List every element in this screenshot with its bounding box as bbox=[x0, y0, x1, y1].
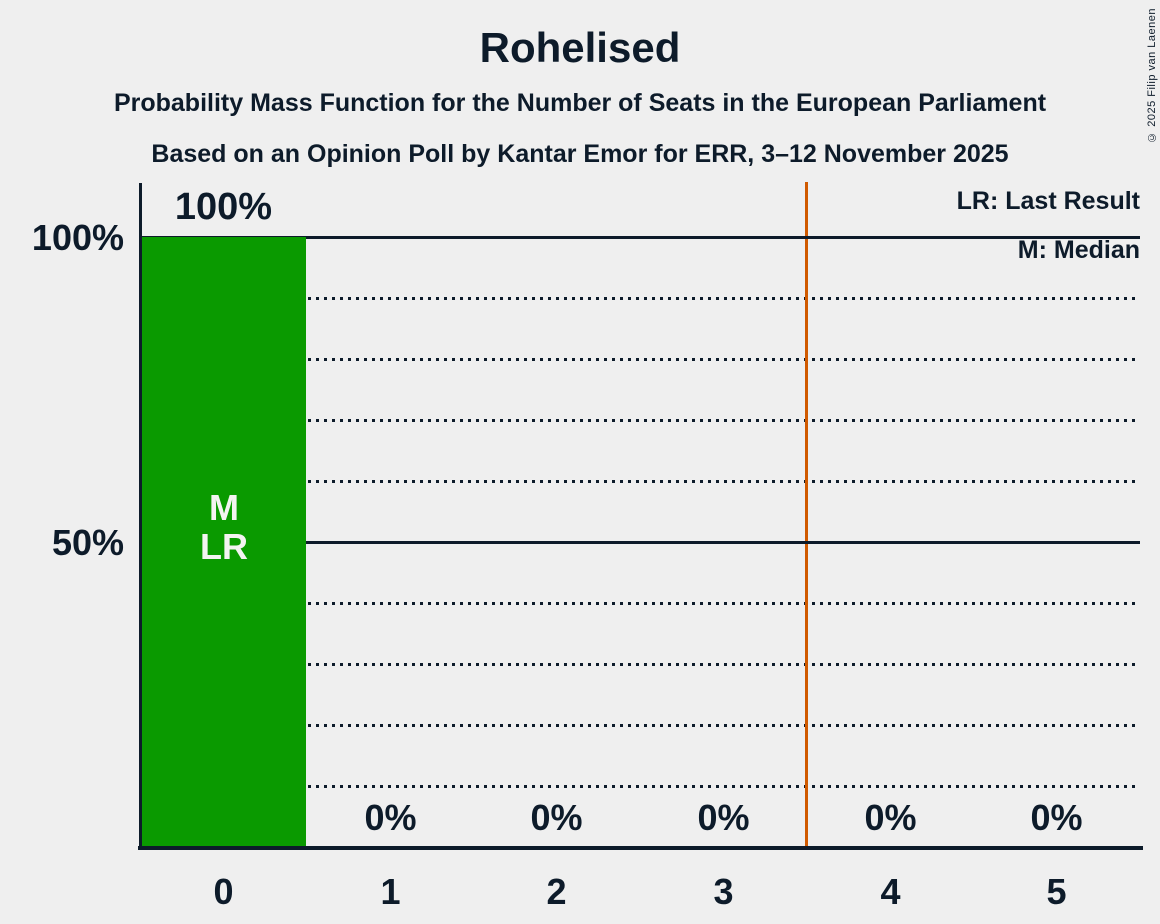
y-axis-line bbox=[139, 183, 142, 850]
x-axis-tick-4: 4 bbox=[880, 871, 901, 912]
x-axis-tick-2: 2 bbox=[546, 871, 567, 912]
gridline-dotted-10 bbox=[140, 785, 1140, 788]
gridline-dotted-90 bbox=[140, 297, 1140, 300]
x-axis-tick-3: 3 bbox=[713, 871, 734, 912]
legend-last-result: LR: Last Result bbox=[956, 187, 1140, 215]
x-axis-tick-1: 1 bbox=[380, 871, 401, 912]
bar-median-lastresult-marker: M LR bbox=[142, 488, 306, 566]
median-marker: M bbox=[209, 487, 239, 528]
chart-subtitle: Probability Mass Function for the Number… bbox=[113, 89, 1047, 117]
value-label-4: 0% bbox=[864, 797, 917, 838]
x-axis-line bbox=[138, 846, 1143, 850]
gridline-dotted-30 bbox=[140, 663, 1140, 666]
gridline-dotted-20 bbox=[140, 724, 1140, 727]
x-axis-tick-5: 5 bbox=[1046, 871, 1067, 912]
gridline-solid-100 bbox=[140, 236, 1140, 239]
value-label-1: 0% bbox=[364, 797, 417, 838]
gridline-solid-50 bbox=[140, 541, 1140, 544]
value-label-2: 0% bbox=[530, 797, 583, 838]
gridline-dotted-70 bbox=[140, 419, 1140, 422]
legend-median: M: Median bbox=[1017, 236, 1140, 264]
value-label-3: 0% bbox=[697, 797, 750, 838]
gridline-dotted-80 bbox=[140, 358, 1140, 361]
majority-threshold-line bbox=[805, 182, 808, 846]
gridline-dotted-60 bbox=[140, 480, 1140, 483]
bar-seats-0 bbox=[142, 237, 306, 846]
chart-source-line: Based on an Opinion Poll by Kantar Emor … bbox=[151, 140, 1009, 168]
value-label-0: 100% bbox=[174, 186, 273, 228]
value-label-5: 0% bbox=[1030, 797, 1083, 838]
y-axis-tick-50: 50% bbox=[51, 522, 124, 563]
y-axis-tick-100: 100% bbox=[31, 217, 124, 258]
x-axis-tick-0: 0 bbox=[213, 871, 234, 912]
gridline-dotted-40 bbox=[140, 602, 1140, 605]
last-result-marker: LR bbox=[200, 526, 248, 567]
chart-title: Rohelised bbox=[479, 24, 681, 71]
copyright-notice: © 2025 Filip van Laenen bbox=[1146, 8, 1158, 143]
